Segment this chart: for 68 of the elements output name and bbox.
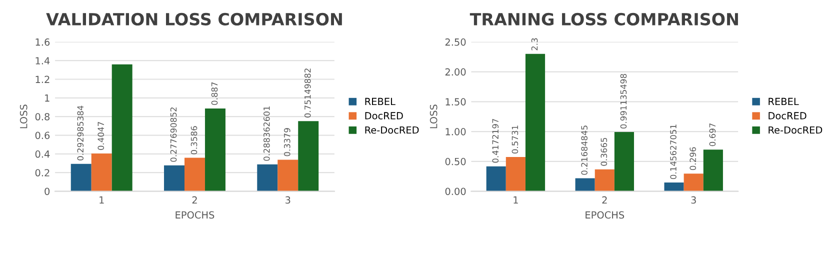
bar — [594, 169, 614, 192]
y-tick-label: 2.50 — [445, 38, 466, 46]
legend-label: REBEL — [365, 98, 396, 105]
y-tick-label: 0.00 — [445, 188, 466, 196]
data-label: 0.277690852 — [170, 108, 177, 162]
bar — [684, 174, 704, 192]
y-axis-title: LOSS — [20, 104, 28, 128]
x-tick-label: 3 — [691, 196, 696, 204]
bar — [703, 150, 723, 192]
x-tick-label: 2 — [602, 196, 607, 204]
legend-label: Re-DocRED — [365, 126, 419, 134]
data-label: 0.887 — [211, 82, 218, 105]
y-tick-label: 0.2 — [35, 169, 50, 176]
y-tick-label: 1.50 — [446, 98, 466, 106]
bar — [664, 182, 684, 192]
data-label: 0.3586 — [190, 126, 198, 154]
y-tick-label: 0.8 — [35, 113, 50, 120]
y-tick-label: 2.00 — [445, 68, 466, 76]
bar — [204, 108, 226, 192]
x-tick-label: 2 — [192, 196, 197, 204]
bar — [575, 178, 595, 192]
data-label: 0.292985384 — [77, 106, 84, 160]
x-axis-title: EPOCHS — [176, 211, 214, 219]
y-tick-label: 0.50 — [445, 158, 466, 166]
bar — [525, 54, 546, 192]
chart-title: TRANING LOSS COMPARISON — [470, 12, 738, 26]
y-tick-label: 0.6 — [35, 132, 50, 140]
bar — [486, 166, 506, 192]
data-label: 0.4047 — [98, 122, 104, 150]
x-tick-label: 1 — [514, 196, 518, 204]
y-tick-label: 1 — [45, 94, 50, 102]
bar — [298, 121, 319, 192]
y-tick-label: 1.6 — [36, 38, 50, 46]
data-label: 0.5731 — [512, 126, 518, 154]
data-label: 0.3665 — [600, 138, 608, 166]
y-tick-label: 1.4 — [36, 57, 50, 64]
data-label: 0.4172197 — [492, 119, 499, 163]
bar — [91, 153, 112, 192]
y-tick-label: 0.4 — [35, 150, 50, 158]
data-label: 0.21684845 — [581, 126, 588, 175]
x-tick-label: 3 — [286, 196, 290, 204]
data-label: 2.3 — [531, 38, 538, 50]
legend-label: DocRED — [365, 112, 403, 120]
bar — [112, 64, 132, 192]
legend-label: Re-DocRED — [768, 126, 822, 134]
y-tick-label: 0 — [44, 188, 50, 196]
y-tick-label: 1.00 — [446, 128, 466, 136]
data-label: 0.697 — [709, 123, 716, 146]
bar — [614, 132, 634, 192]
bar — [184, 158, 205, 192]
data-label: 0.991135498 — [620, 74, 627, 129]
bar — [278, 160, 298, 192]
bar — [164, 165, 184, 192]
legend-label: DocRED — [768, 112, 806, 120]
y-tick-label: 1.2 — [36, 76, 50, 83]
data-label: 0.288362601 — [263, 106, 270, 161]
data-label: 0.296 — [690, 147, 696, 170]
bar — [506, 157, 526, 192]
bar — [257, 164, 278, 192]
data-label: 0.3379 — [284, 128, 290, 156]
x-tick-label: 1 — [100, 196, 104, 204]
bar — [70, 164, 92, 192]
data-label: 0.75149882 — [304, 68, 311, 118]
legend-label: REBEL — [768, 98, 799, 105]
x-axis-title: EPOCHS — [586, 211, 624, 219]
chart-title: VALIDATION LOSS COMPARISON — [46, 12, 342, 26]
y-axis-title: LOSS — [430, 104, 438, 128]
data-label: 0.145627051 — [670, 124, 676, 180]
